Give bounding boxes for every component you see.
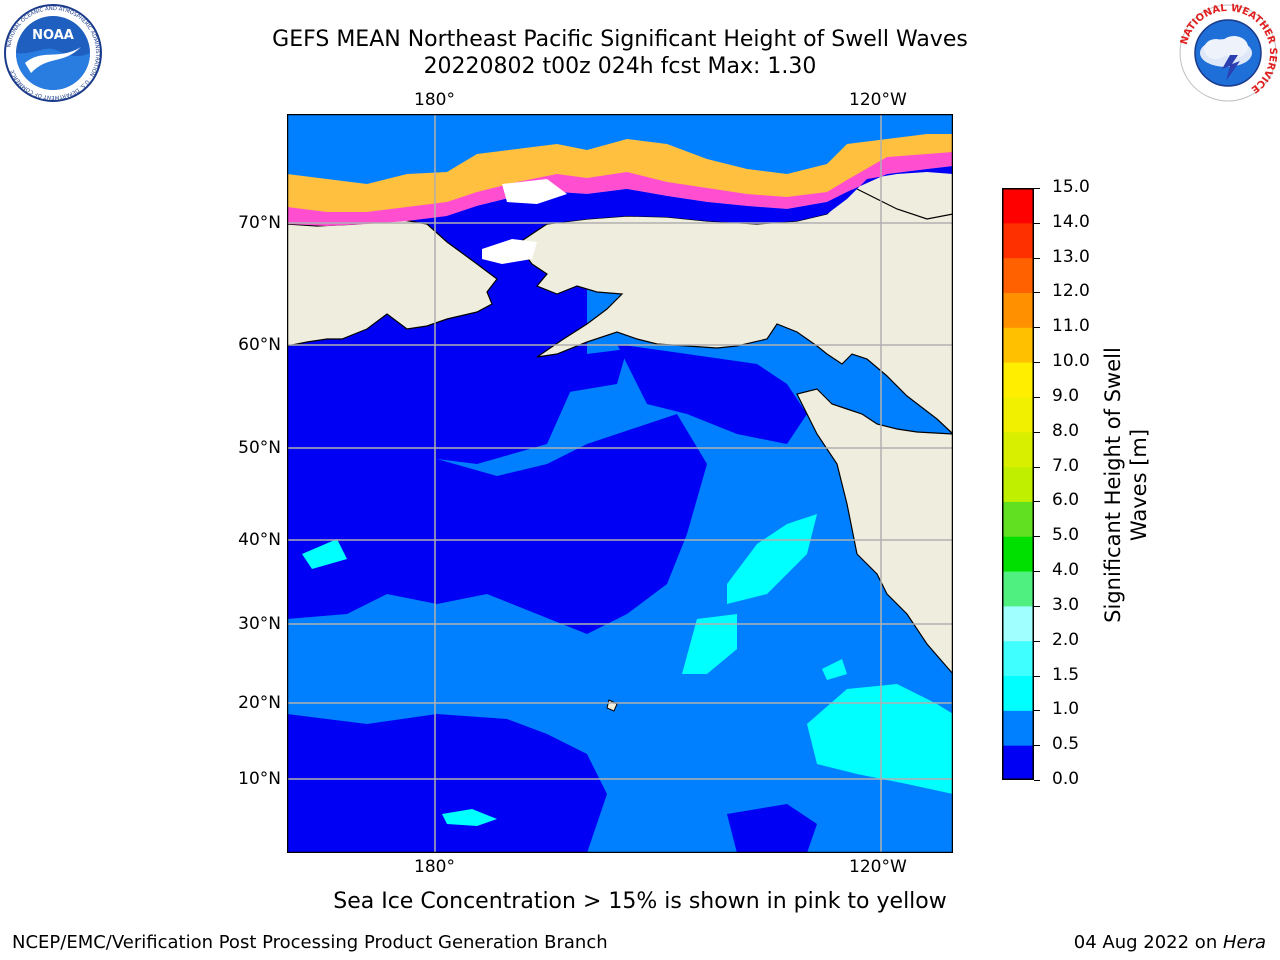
colorbar-bin-4-5	[1002, 536, 1034, 572]
map-frame	[287, 114, 953, 853]
footer-host: Hera	[1222, 932, 1266, 953]
footer-date-text: 04 Aug 2022 on	[1073, 932, 1223, 953]
colorbar-tick-label: 12.0	[1052, 281, 1090, 302]
graticule	[287, 114, 953, 853]
footer-credit: NCEP/EMC/Verification Post Processing Pr…	[12, 932, 608, 953]
land-east-coast	[796, 388, 953, 675]
colorbar-bin-0.5-1	[1002, 710, 1034, 746]
colorbar-bin-2-3	[1002, 605, 1034, 642]
sea-ice-white-patch-2	[502, 179, 567, 204]
map-title: GEFS MEAN Northeast Pacific Significant …	[272, 27, 968, 52]
colorbar-tick-label: 8.0	[1052, 420, 1080, 441]
colorbar-tick-mark	[1034, 536, 1040, 538]
lon-label-bottom-180: 180°	[414, 857, 455, 877]
colorbar-bin-9-10	[1002, 362, 1034, 398]
colorbar-bin-7-8	[1002, 431, 1034, 468]
colorbar-bin-13-14	[1002, 222, 1034, 259]
colorbar-bin-1.5-2	[1002, 640, 1034, 677]
nws-logo: NATIONAL WEATHER SERVICE	[1179, 3, 1278, 102]
colorbar-tick-label: 10.0	[1052, 351, 1090, 372]
colorbar-tick-label: 3.0	[1052, 594, 1080, 615]
colorbar-bin-12-13	[1002, 257, 1034, 293]
colorbar-bin-1-1.5	[1002, 675, 1034, 711]
colorbar-bin-11-12	[1002, 292, 1034, 328]
map-subtitle-forecast: 20220802 t00z 024h fcst Max: 1.30	[423, 54, 817, 79]
colorbar-bin-14-15	[1002, 188, 1034, 224]
colorbar-bin-3-4	[1002, 571, 1034, 607]
sea-ice-open-water-arctic	[447, 166, 953, 234]
colorbar-tick-mark	[1034, 501, 1040, 503]
swell-region-low-central	[287, 414, 707, 634]
swell-region-low-north-coast	[447, 349, 627, 414]
colorbar-tick-mark	[1034, 605, 1040, 607]
colorbar-tick-mark	[1034, 675, 1040, 677]
swell-region-high-mideast	[727, 514, 817, 604]
colorbar-tick-mark	[1034, 710, 1040, 712]
lat-label-50n: 50°N	[238, 438, 281, 458]
sea-ice-band-pink	[287, 152, 953, 226]
sea-ice-white-patch	[482, 239, 537, 264]
lon-label-top-120w: 120°W	[849, 90, 907, 110]
colorbar-tick-label: 11.0	[1052, 316, 1090, 337]
swell-region-high-south	[442, 809, 497, 826]
colorbar-tick-mark	[1034, 222, 1040, 224]
colorbar-bin-6-7	[1002, 466, 1034, 502]
colorbar-bin-10-11	[1002, 327, 1034, 363]
colorbar-tick-label: 1.0	[1052, 699, 1080, 720]
lat-label-30n: 30°N	[238, 614, 281, 634]
colorbar-tick-mark	[1034, 362, 1040, 364]
colorbar-title-line1: Significant Height of Swell	[1101, 347, 1125, 623]
swell-region-high-east	[807, 684, 953, 794]
lat-label-70n: 70°N	[238, 213, 281, 233]
colorbar-tick-label: 14.0	[1052, 211, 1090, 232]
lat-label-40n: 40°N	[238, 530, 281, 550]
colorbar-frame	[1002, 188, 1034, 780]
colorbar-tick-mark	[1034, 396, 1040, 398]
colorbar-tick-label: 6.0	[1052, 490, 1080, 511]
swell-region-high-small	[822, 659, 847, 680]
colorbar-tick-label: 9.0	[1052, 385, 1080, 406]
colorbar-title: Significant Height of Swell Waves [m]	[1100, 305, 1152, 665]
colorbar-tick-mark	[1034, 188, 1040, 189]
colorbar-tick-label: 5.0	[1052, 525, 1080, 546]
sea-ice-note: Sea Ice Concentration > 15% is shown in …	[333, 889, 947, 914]
lon-label-bottom-120w: 120°W	[849, 857, 907, 877]
colorbar-tick-label: 7.0	[1052, 455, 1080, 476]
colorbar-tick-mark	[1034, 292, 1040, 294]
colorbar	[1002, 188, 1034, 780]
colorbar-tick-label: 15.0	[1052, 177, 1090, 197]
svg-text:NOAA: NOAA	[32, 28, 74, 43]
colorbar-tick-label: 0.0	[1052, 769, 1080, 789]
swell-region-low-west	[287, 399, 377, 459]
colorbar-tick-label: 13.0	[1052, 246, 1090, 267]
colorbar-title-line2: Waves [m]	[1127, 428, 1151, 542]
swell-region-low-south	[287, 714, 607, 853]
swell-height-map	[287, 114, 953, 853]
lon-label-top-180: 180°	[414, 90, 455, 110]
swell-region-high-southeast	[682, 614, 737, 674]
lat-label-10n: 10°N	[238, 769, 281, 789]
colorbar-tick-mark	[1034, 327, 1040, 329]
colorbar-tick-mark	[1034, 431, 1040, 433]
swell-region-low-gulf	[617, 344, 807, 444]
colorbar-bin-5-6	[1002, 501, 1034, 537]
lat-label-60n: 60°N	[238, 335, 281, 355]
colorbar-bin-8-9	[1002, 396, 1034, 433]
colorbar-tick-mark	[1034, 745, 1040, 747]
colorbar-tick-mark	[1034, 780, 1040, 781]
footer-date: 04 Aug 2022 on Hera	[1074, 932, 1266, 953]
colorbar-tick-label: 2.0	[1052, 629, 1080, 650]
colorbar-tick-mark	[1034, 640, 1040, 642]
colorbar-tick-mark	[1034, 571, 1040, 573]
swell-region-low-southeast	[727, 804, 817, 853]
lat-label-20n: 20°N	[238, 693, 281, 713]
colorbar-bin-0-0.5	[1002, 745, 1034, 780]
colorbar-tick-mark	[1034, 466, 1040, 468]
noaa-logo: NOAA NATIONAL OCEANIC AND ATMOSPHERIC AD…	[4, 4, 102, 102]
swell-region-high-west	[302, 539, 347, 569]
colorbar-tick-label: 0.5	[1052, 734, 1080, 755]
colorbar-tick-label: 1.5	[1052, 664, 1080, 685]
colorbar-tick-label: 4.0	[1052, 560, 1080, 581]
colorbar-tick-mark	[1034, 257, 1040, 259]
